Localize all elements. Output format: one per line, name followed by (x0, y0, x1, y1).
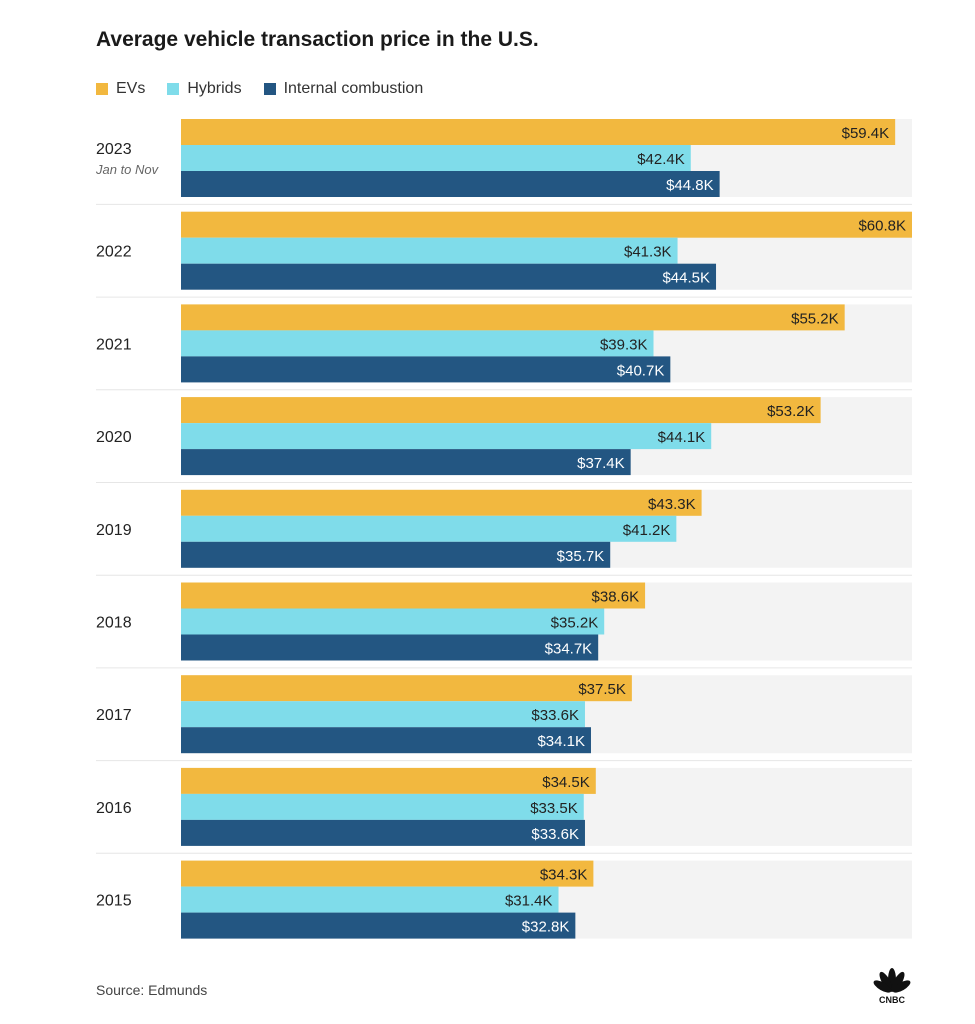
data-label-evs-2017: $37.5K (578, 681, 626, 698)
bar-hybrids-2015 (181, 886, 559, 913)
source-note: Source: Edmunds (96, 982, 208, 998)
bar-evs-2020 (181, 397, 821, 424)
bar-hybrids-2019 (181, 515, 677, 542)
data-label-evs-2021: $55.2K (791, 310, 839, 327)
data-label-hybrids-2021: $39.3K (600, 336, 648, 353)
bar-internal-combustion-2018 (181, 634, 599, 661)
bar-hybrids-2022 (181, 237, 678, 264)
bar-hybrids-2018 (181, 608, 605, 635)
data-label-internal-combustion-2015: $32.8K (522, 919, 570, 936)
bar-evs-2023 (181, 119, 896, 145)
data-label-hybrids-2016: $33.5K (530, 800, 578, 817)
data-label-hybrids-2023: $42.4K (637, 151, 685, 168)
data-label-internal-combustion-2022: $44.5K (662, 270, 710, 287)
legend-label-internal-combustion: Internal combustion (283, 80, 424, 97)
data-label-hybrids-2020: $44.1K (658, 429, 706, 446)
category-label-2023: 2023 (96, 141, 132, 158)
bar-internal-combustion-2016 (181, 819, 585, 846)
bar-hybrids-2020 (181, 423, 712, 450)
data-label-evs-2023: $59.4K (842, 125, 890, 142)
bar-internal-combustion-2022 (181, 263, 717, 290)
bar-evs-2018 (181, 582, 646, 609)
data-label-hybrids-2022: $41.3K (624, 244, 672, 261)
bar-hybrids-2016 (181, 793, 584, 820)
bar-internal-combustion-2021 (181, 356, 671, 383)
data-label-hybrids-2018: $35.2K (551, 615, 599, 632)
data-label-internal-combustion-2018: $34.7K (545, 641, 593, 658)
logo-text: CNBC (879, 995, 905, 1005)
category-label-2020: 2020 (96, 429, 132, 446)
data-label-internal-combustion-2021: $40.7K (617, 362, 665, 379)
bar-evs-2022 (181, 211, 912, 238)
bar-hybrids-2017 (181, 701, 585, 728)
data-label-internal-combustion-2017: $34.1K (537, 733, 585, 750)
legend-item-hybrids: Hybrids (167, 80, 242, 98)
data-label-evs-2016: $34.5K (542, 774, 590, 791)
bar-internal-combustion-2023 (181, 171, 720, 197)
bar-evs-2017 (181, 675, 632, 702)
bar-internal-combustion-2019 (181, 541, 611, 568)
data-label-hybrids-2017: $33.6K (531, 707, 579, 724)
data-label-internal-combustion-2020: $37.4K (577, 455, 625, 472)
legend-swatch-internal-combustion (263, 83, 276, 95)
legend-swatch-hybrids (167, 83, 180, 95)
data-label-internal-combustion-2019: $35.7K (557, 548, 605, 565)
bar-evs-2019 (181, 489, 702, 516)
data-label-hybrids-2015: $31.4K (505, 893, 553, 910)
cnbc-peacock-logo: CNBC (873, 968, 911, 1005)
bar-internal-combustion-2020 (181, 449, 631, 476)
category-label-2015: 2015 (96, 893, 132, 910)
data-label-internal-combustion-2016: $33.6K (531, 826, 579, 843)
legend-label-hybrids: Hybrids (187, 80, 242, 97)
bar-hybrids-2023 (181, 145, 691, 171)
legend-item-evs: EVs (96, 80, 145, 98)
data-label-evs-2020: $53.2K (767, 403, 815, 420)
category-label-2016: 2016 (96, 800, 132, 817)
legend: EVs Hybrids Internal combustion (96, 80, 423, 98)
bar-evs-2015 (181, 860, 594, 887)
data-label-evs-2022: $60.8K (858, 218, 906, 235)
category-note-2023: Jan to Nov (95, 162, 160, 177)
bar-internal-combustion-2015 (181, 912, 576, 939)
bar-hybrids-2021 (181, 330, 654, 357)
bar-internal-combustion-2017 (181, 727, 591, 754)
data-label-evs-2019: $43.3K (648, 496, 696, 513)
legend-swatch-evs (96, 83, 108, 95)
category-label-2019: 2019 (96, 522, 132, 539)
bar-chart: 2023 Jan to Nov $59.4K $42.4K $44.8K 2022 $60.… (95, 119, 912, 939)
category-label-2022: 2022 (96, 244, 132, 261)
legend-label-evs: EVs (116, 80, 146, 97)
category-label-2017: 2017 (96, 707, 132, 724)
bar-evs-2021 (181, 304, 845, 331)
category-label-2021: 2021 (96, 336, 132, 353)
bar-evs-2016 (181, 767, 596, 794)
legend-item-internal-combustion: Internal combustion (263, 80, 424, 98)
data-label-hybrids-2019: $41.2K (623, 522, 671, 539)
data-label-internal-combustion-2023: $44.8K (666, 177, 714, 194)
data-label-evs-2015: $34.3K (540, 867, 588, 884)
chart-title: Average vehicle transaction price in the… (96, 28, 539, 51)
data-label-evs-2018: $38.6K (592, 589, 640, 606)
category-label-2018: 2018 (96, 615, 132, 632)
